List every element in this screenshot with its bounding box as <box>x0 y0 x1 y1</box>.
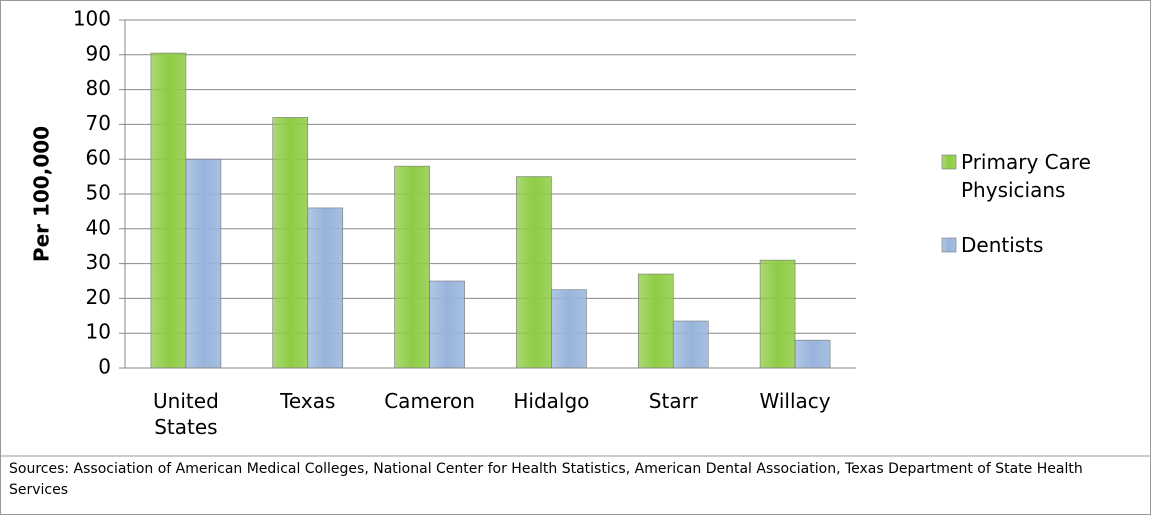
x-tick-label: Starr <box>648 389 698 413</box>
y-tick-label: 70 <box>86 111 111 135</box>
y-tick-label: 10 <box>86 320 111 344</box>
bar <box>185 158 222 369</box>
y-tick-label: 60 <box>86 146 111 170</box>
y-tick-label: 90 <box>86 41 111 65</box>
y-tick-label: 40 <box>86 215 111 239</box>
bar <box>516 176 552 369</box>
legend-swatch <box>941 154 957 170</box>
y-tick-label: 100 <box>73 7 111 31</box>
x-tick-label: Hidalgo <box>513 389 590 413</box>
x-tick-label: Willacy <box>759 389 831 413</box>
y-tick-label: 80 <box>86 76 111 100</box>
x-tick-label: Texas <box>280 389 336 413</box>
bar <box>272 117 309 369</box>
bar <box>429 280 465 369</box>
bar <box>672 320 709 369</box>
y-tick-label: 0 <box>98 355 111 379</box>
bar <box>637 273 674 369</box>
bar <box>759 259 796 369</box>
x-tick-label: Cameron <box>384 389 475 413</box>
legend-label: Primary Care Physicians <box>961 150 1091 202</box>
bar <box>394 165 430 369</box>
source-note: Sources: Association of American Medical… <box>9 461 1083 498</box>
bar <box>150 52 187 369</box>
legend-label: Dentists <box>961 233 1044 257</box>
bar <box>551 289 587 369</box>
bar <box>307 207 344 369</box>
legend-swatch <box>941 237 957 253</box>
y-axis-label: Per 100,000 <box>30 126 54 262</box>
bar <box>794 339 831 369</box>
x-tick-label: United States <box>153 389 219 439</box>
y-tick-label: 20 <box>86 285 111 309</box>
y-tick-label: 30 <box>86 250 111 274</box>
y-tick-label: 50 <box>86 181 111 205</box>
